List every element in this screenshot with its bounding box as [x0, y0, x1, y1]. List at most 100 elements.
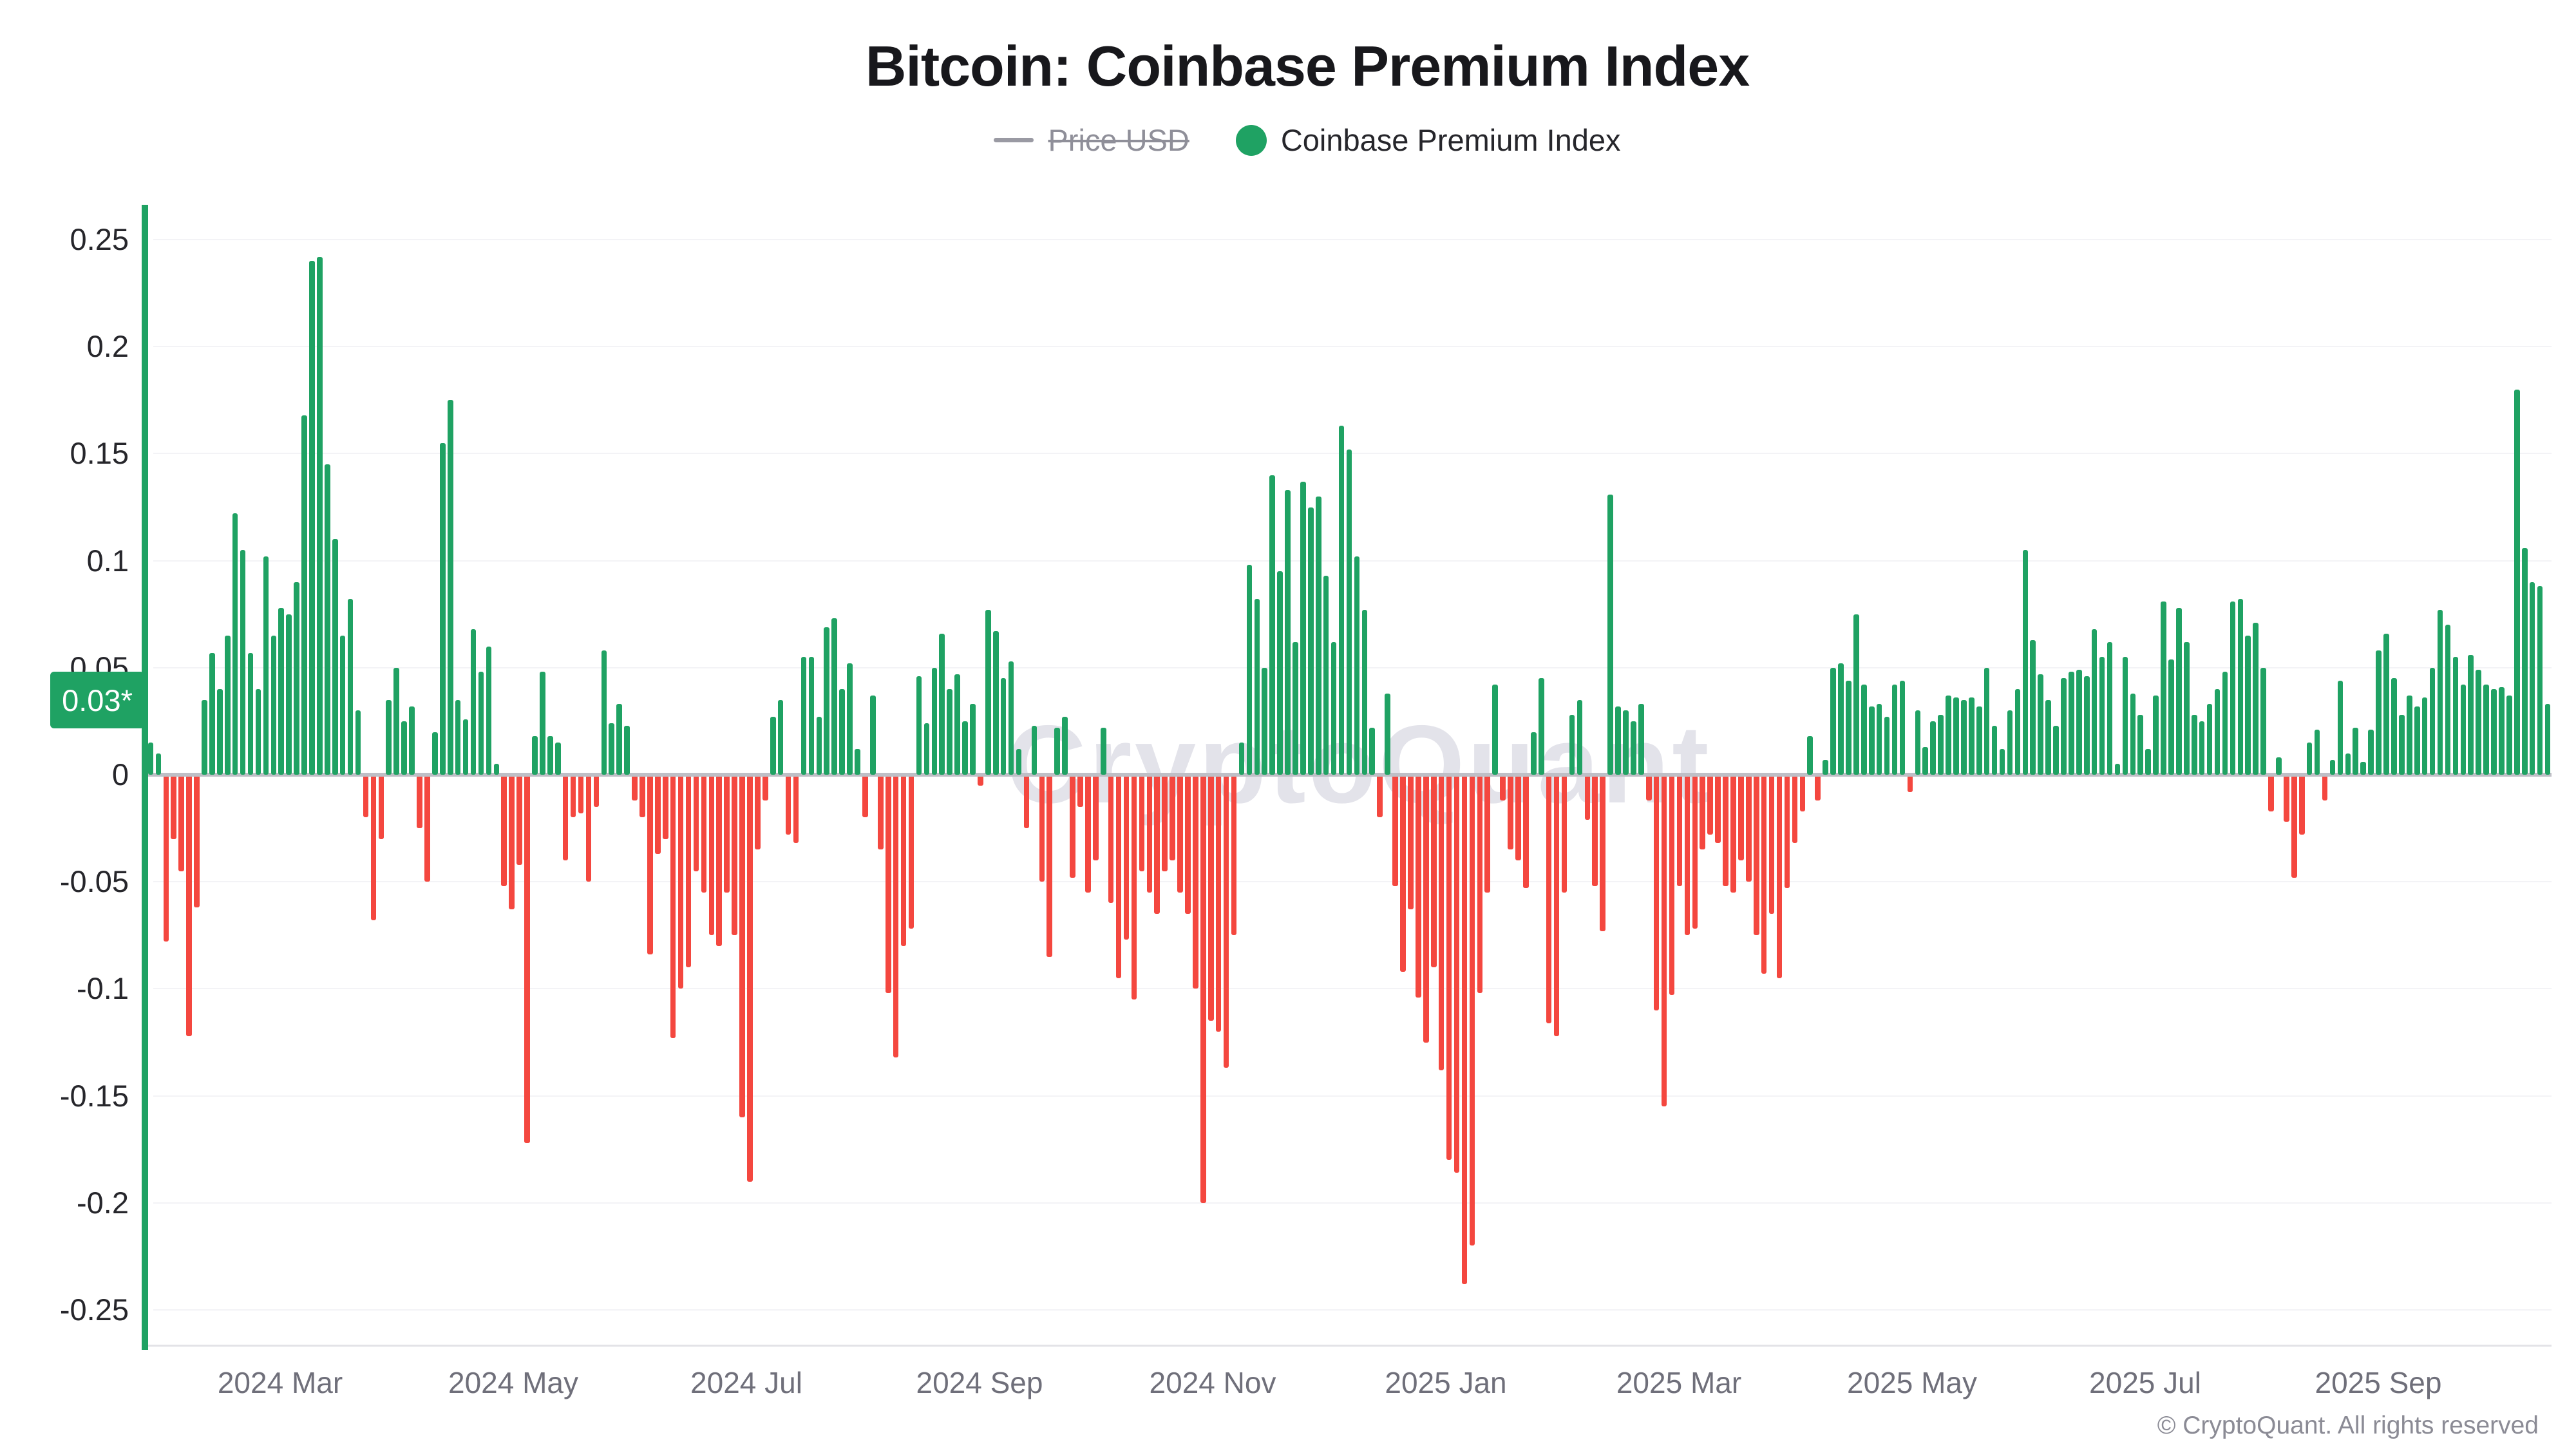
premium-bar [409, 706, 415, 775]
premium-bar [2076, 670, 2082, 775]
premium-bar [762, 775, 768, 800]
premium-bar [2168, 659, 2174, 775]
premium-bar [1300, 481, 1306, 775]
premium-bar [1607, 494, 1613, 775]
premium-bar [847, 663, 853, 775]
premium-bar [570, 775, 576, 818]
premium-bar [2045, 699, 2051, 775]
gridline--0.1 [153, 988, 2552, 990]
premium-bar [1853, 614, 1859, 775]
premium-bar [1469, 775, 1475, 1246]
premium-bar [2376, 650, 2382, 775]
premium-bar [339, 635, 346, 775]
premium-bar [1746, 775, 1752, 882]
premium-bar [2069, 672, 2074, 775]
premium-bar [2329, 759, 2336, 775]
premium-bar [2245, 635, 2251, 775]
premium-bar [194, 775, 200, 908]
premium-bar [378, 775, 384, 839]
premium-bar [1392, 775, 1398, 886]
premium-bar [1484, 775, 1491, 893]
legend-item-coinbase-premium-index[interactable]: Coinbase Premium Index [1235, 122, 1621, 158]
premium-bar [1293, 641, 1298, 775]
premium-bar [1023, 775, 1030, 829]
current-value-badge: 0.03* [50, 672, 144, 728]
premium-bar [286, 614, 292, 775]
premium-bar [1323, 575, 1329, 775]
x-tick-label-2025-may: 2025 May [1846, 1366, 1977, 1399]
copyright-notice: © CryptoQuant. All rights reserved [2157, 1412, 2539, 1439]
premium-bar [2145, 749, 2151, 775]
chart-title: Bitcoin: Coinbase Premium Index [865, 34, 1750, 98]
premium-bar [2353, 727, 2359, 775]
premium-bar [593, 775, 600, 807]
premium-bar [632, 775, 638, 800]
x-tick-label-2025-jul: 2025 Jul [2089, 1366, 2201, 1399]
premium-bar [2260, 667, 2266, 775]
premium-bar [1223, 775, 1229, 1068]
premium-bar [770, 717, 776, 775]
premium-bar [1385, 693, 1390, 775]
premium-bar [2391, 678, 2397, 775]
premium-bar [1262, 667, 1268, 775]
premium-bar [1408, 775, 1414, 910]
premium-bar [1961, 699, 1967, 775]
premium-bar [1208, 775, 1214, 1021]
legend-item-price-usd[interactable]: Price USD [994, 122, 1189, 158]
premium-bar [1508, 775, 1513, 850]
premium-bar [1369, 727, 1376, 775]
x-tick-label-2025-mar: 2025 Mar [1616, 1366, 1742, 1399]
premium-bar [1891, 685, 1898, 775]
premium-bar [1515, 775, 1521, 860]
premium-bar [862, 775, 868, 818]
premium-bar [1753, 775, 1759, 936]
premium-bar [1070, 775, 1075, 878]
x-axis-line [147, 1345, 2552, 1347]
premium-bar [1461, 775, 1468, 1285]
premium-bar [1423, 775, 1429, 1043]
premium-bar [2429, 667, 2436, 775]
premium-bar [163, 775, 169, 942]
y-tick-label--0.25: -0.25 [59, 1293, 129, 1327]
premium-bar [800, 657, 807, 775]
premium-bar [2137, 714, 2144, 775]
premium-bar [1645, 775, 1652, 800]
premium-bar [224, 635, 231, 775]
gridline-0.2 [153, 346, 2552, 348]
plot-area[interactable] [147, 205, 2552, 1346]
premium-bar [325, 464, 330, 775]
premium-bar [1692, 775, 1698, 929]
premium-bar [2499, 687, 2505, 775]
legend-price-usd-label: Price USD [1048, 123, 1189, 157]
premium-bar [747, 775, 753, 1182]
premium-bar [1830, 667, 1836, 775]
premium-bar [877, 775, 884, 850]
premium-bar [1162, 775, 1168, 871]
premium-bar [1676, 775, 1683, 886]
y-tick-label--0.2: -0.2 [77, 1185, 129, 1220]
premium-bar [1254, 599, 1260, 775]
premium-bar [309, 261, 315, 775]
premium-bar [1723, 775, 1728, 886]
premium-bar [2107, 641, 2113, 775]
premium-bar [1308, 507, 1314, 775]
premium-bar [2291, 775, 2297, 878]
premium-bar [908, 775, 914, 929]
y-tick-label-0: 0 [111, 757, 129, 791]
premium-bar [1907, 775, 1913, 792]
dot-series-icon [1235, 124, 1267, 156]
premium-bar [1807, 736, 1814, 775]
x-tick-label-2025-jan: 2025 Jan [1385, 1366, 1507, 1399]
premium-bar [424, 775, 430, 882]
premium-bar [1953, 697, 1959, 775]
premium-bar [1546, 775, 1552, 1023]
y-tick-label--0.1: -0.1 [77, 971, 129, 1006]
premium-bar [393, 667, 399, 775]
premium-bar [432, 732, 438, 775]
premium-bar [2345, 753, 2351, 775]
premium-bar [509, 775, 515, 910]
premium-bar [2276, 757, 2282, 775]
premium-bar [1100, 727, 1106, 775]
premium-bar [2206, 704, 2213, 775]
premium-bar [2176, 607, 2182, 775]
